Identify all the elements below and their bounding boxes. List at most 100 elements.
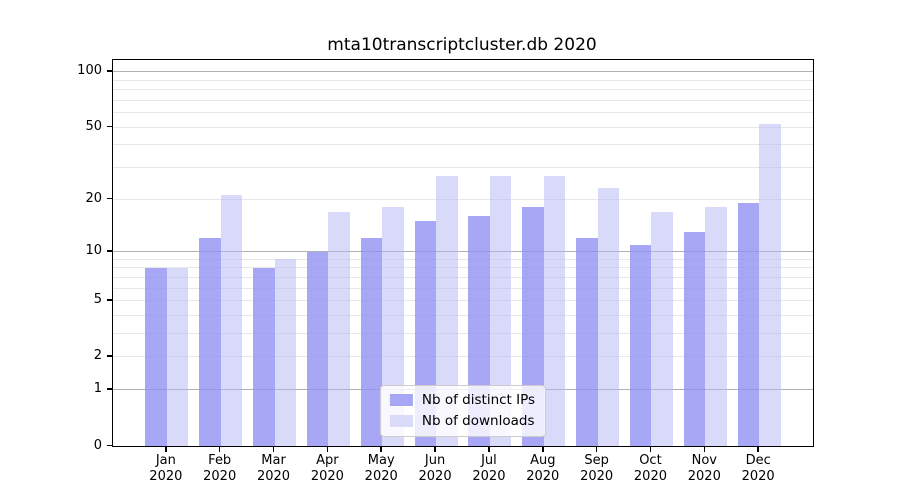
bar-sep-2020-distinct-ips — [576, 238, 598, 446]
gridline-minor — [113, 276, 813, 278]
x-axis-tick-label-year: 2020 — [633, 469, 667, 484]
x-tick-mark — [488, 446, 490, 452]
x-tick-mark — [542, 446, 544, 452]
y-tick-mark — [107, 250, 112, 252]
x-tick-mark — [326, 446, 329, 452]
y-tick-mark — [107, 299, 112, 301]
legend-label-distinct-ips: Nb of distinct IPs — [421, 392, 536, 408]
gridline-minor — [113, 198, 813, 200]
bar-jun-2020-downloads — [436, 175, 458, 446]
y-axis-tick-label: 100 — [77, 63, 102, 79]
x-axis-tick-label-year: 2020 — [580, 469, 614, 484]
bar-dec-2020-distinct-ips — [737, 203, 760, 446]
plot-area: Nb of distinct IPs Nb of downloads — [112, 59, 814, 447]
gridline-minor — [113, 144, 813, 146]
y-tick-mark — [107, 444, 112, 446]
bar-jan-2020-distinct-ips — [145, 267, 167, 446]
x-axis-tick-label-year: 2020 — [687, 469, 721, 484]
gridline-minor — [113, 287, 813, 289]
x-axis-tick-label-year: 2020 — [256, 469, 291, 484]
legend: Nb of distinct IPs Nb of downloads — [379, 385, 547, 437]
bar-nov-2020-downloads — [705, 207, 727, 446]
bar-mar-2020-distinct-ips — [253, 267, 275, 446]
bar-feb-2020-distinct-ips — [199, 238, 221, 446]
x-tick-mark — [649, 446, 652, 452]
gridline-major — [113, 71, 813, 73]
x-tick-mark — [380, 446, 382, 452]
gridline-minor — [113, 267, 813, 269]
y-axis-tick-label: 50 — [85, 118, 102, 134]
bar-jul-2020-downloads — [489, 175, 512, 446]
legend-item-distinct-ips: Nb of distinct IPs — [389, 392, 536, 408]
bar-oct-2020-distinct-ips — [629, 244, 652, 446]
y-tick-mark — [107, 70, 112, 72]
y-axis-tick-label: 5 — [93, 292, 102, 308]
gridline-minor — [113, 258, 813, 260]
bar-apr-2020-distinct-ips — [306, 251, 329, 446]
x-axis-tick-label: Jun 2020 — [405, 453, 465, 485]
x-tick-mark — [434, 446, 436, 452]
bar-oct-2020-downloads — [651, 211, 673, 446]
x-axis-tick-label: Jan 2020 — [136, 453, 196, 485]
x-axis-tick-label: Dec 2020 — [728, 453, 788, 485]
x-axis-tick-label: Sep 2020 — [567, 453, 627, 485]
x-axis-tick-label: Aug 2020 — [513, 453, 573, 485]
gridline-minor — [113, 167, 813, 169]
x-tick-mark — [757, 446, 759, 452]
gridline-minor — [113, 126, 813, 128]
chart-title: mta10transcriptcluster.db 2020 — [327, 35, 597, 55]
x-axis-tick-label: Mar 2020 — [244, 453, 304, 485]
x-axis-tick-label-year: 2020 — [310, 469, 344, 484]
gridline-minor — [113, 89, 813, 91]
bar-jan-2020-downloads — [166, 267, 189, 446]
legend-swatch-downloads-icon — [389, 415, 413, 427]
gridline-minor — [113, 79, 813, 81]
x-tick-mark — [165, 446, 167, 452]
gridline-minor — [113, 315, 813, 317]
y-tick-mark — [107, 355, 112, 357]
x-axis-tick-label: Feb 2020 — [190, 453, 250, 485]
bar-aug-2020-downloads — [543, 175, 566, 446]
x-axis-tick-label-year: 2020 — [472, 469, 506, 484]
y-axis-tick-label: 1 — [93, 381, 102, 397]
gridline-minor — [113, 300, 813, 302]
x-axis-tick-label: Oct 2020 — [620, 453, 680, 485]
gridline-minor — [113, 356, 813, 358]
bar-nov-2020-distinct-ips — [683, 232, 706, 446]
legend-label-downloads: Nb of downloads — [421, 413, 535, 429]
bar-sep-2020-downloads — [597, 188, 620, 446]
x-tick-mark — [703, 446, 706, 452]
y-axis-tick-label: 10 — [85, 243, 102, 259]
x-axis-tick-label-year: 2020 — [203, 469, 237, 484]
legend-swatch-distinct-ips-icon — [389, 394, 413, 406]
x-axis-tick-label: Jul 2020 — [459, 453, 519, 485]
bar-dec-2020-downloads — [759, 124, 781, 446]
x-axis-tick-label-year: 2020 — [149, 469, 183, 484]
bar-mar-2020-downloads — [274, 259, 297, 446]
y-tick-mark — [107, 125, 112, 128]
bar-may-2020-distinct-ips — [360, 238, 383, 446]
bar-feb-2020-downloads — [220, 195, 243, 446]
x-tick-mark — [218, 446, 221, 452]
y-axis-tick-label: 20 — [85, 190, 102, 206]
gridline-minor — [113, 112, 813, 114]
y-tick-mark — [107, 197, 112, 200]
x-axis-tick-label-year: 2020 — [364, 469, 398, 484]
x-tick-mark — [595, 446, 598, 452]
x-axis-tick-label-year: 2020 — [741, 469, 775, 484]
bar-apr-2020-downloads — [328, 211, 350, 446]
y-axis-tick-label: 2 — [93, 348, 102, 364]
x-tick-mark — [272, 446, 275, 452]
x-axis-tick-label-year: 2020 — [418, 469, 452, 484]
x-axis-tick-label: Nov 2020 — [674, 453, 734, 485]
gridline-minor — [113, 333, 813, 335]
y-tick-mark — [107, 388, 112, 390]
legend-item-downloads: Nb of downloads — [389, 413, 535, 429]
x-axis-tick-label: Apr 2020 — [297, 453, 357, 485]
y-axis-tick-label: 0 — [93, 437, 102, 453]
gridline-major — [113, 251, 813, 253]
x-axis-tick-label-year: 2020 — [526, 469, 560, 484]
x-axis-tick-label: May 2020 — [351, 453, 411, 485]
gridline-minor — [113, 99, 813, 101]
